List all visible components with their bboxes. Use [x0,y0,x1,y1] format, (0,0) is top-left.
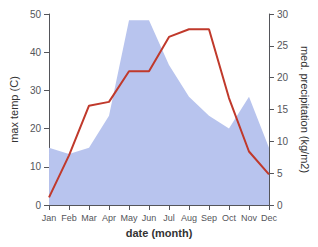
svg-text:20: 20 [30,123,42,134]
svg-text:20: 20 [277,72,289,83]
svg-text:Feb: Feb [61,213,77,223]
svg-text:Jul: Jul [163,213,175,223]
svg-text:May: May [120,213,138,223]
svg-text:Mar: Mar [81,213,97,223]
svg-text:Sep: Sep [201,213,217,223]
svg-text:Oct: Oct [222,213,237,223]
svg-text:30: 30 [30,85,42,96]
svg-text:Apr: Apr [102,213,116,223]
svg-text:0: 0 [35,200,41,211]
svg-text:10: 10 [277,136,289,147]
svg-text:Jan: Jan [42,213,57,223]
svg-text:max temp (C): max temp (C) [8,76,20,143]
svg-text:Nov: Nov [241,213,258,223]
svg-text:30: 30 [277,9,289,20]
svg-text:Dec: Dec [261,213,278,223]
svg-text:15: 15 [277,104,289,115]
svg-text:25: 25 [277,40,289,51]
svg-text:5: 5 [277,168,283,179]
svg-text:Aug: Aug [181,213,197,223]
svg-text:0: 0 [277,200,283,211]
svg-text:med. precipitation (kg/m2): med. precipitation (kg/m2) [299,46,311,173]
svg-text:date (month): date (month) [126,227,193,239]
svg-text:10: 10 [30,161,42,172]
svg-text:Jun: Jun [142,213,157,223]
svg-text:40: 40 [30,47,42,58]
svg-text:50: 50 [30,9,42,20]
